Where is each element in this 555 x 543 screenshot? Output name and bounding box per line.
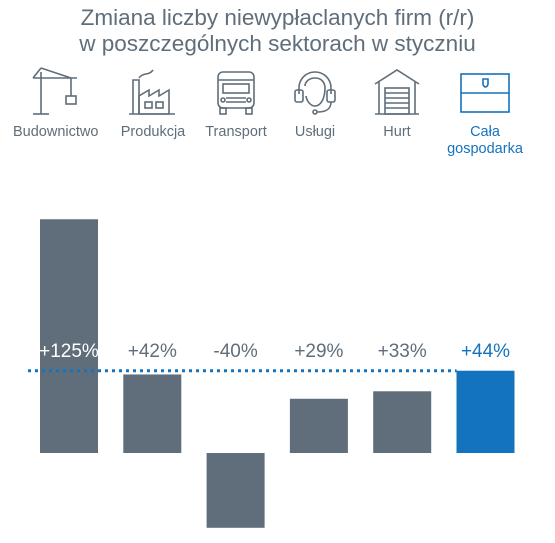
sector-produkcja: Produkcja [111, 66, 195, 141]
chart-title: Zmiana liczby niewypłaclanych firm (r/r)… [0, 5, 555, 57]
sector-uslugi: Usługi [273, 66, 357, 141]
bar-3 [289, 398, 348, 453]
bar-5 [456, 370, 515, 453]
bar-1 [123, 374, 182, 453]
data-label-2: -40% [213, 341, 257, 362]
data-label-0: +125% [39, 341, 99, 362]
data-label-5: +44% [461, 341, 510, 362]
truck-icon [217, 71, 255, 115]
sector-legend: Budownictwo Produkcja Transport [0, 66, 555, 176]
sector-label: Usługi [294, 124, 336, 140]
data-label-1: +42% [128, 341, 177, 362]
bar-4 [373, 391, 432, 453]
sector-transport: Transport [194, 66, 278, 141]
data-label-4: +33% [378, 341, 427, 362]
sector-hurt: Hurt [355, 66, 439, 141]
title-line-2: w poszczególnych sektorach w styczniu [79, 31, 476, 56]
factory-icon [129, 69, 175, 115]
bar-2 [206, 453, 265, 528]
sector-label: Hurt [383, 124, 411, 140]
bar-0 [40, 219, 98, 453]
crane-icon [32, 67, 77, 115]
sector-budownictwo: Budownictwo [13, 66, 99, 141]
data-label-3: +29% [294, 341, 343, 362]
sector-label: Transport [205, 124, 267, 140]
sector-label: Produkcja [120, 124, 186, 140]
sector-label: Cała gospodarka [447, 124, 523, 157]
title-line-1: Zmiana liczby niewypłaclanych firm (r/r) [80, 5, 475, 30]
flag-icon [460, 73, 510, 113]
headset-icon [294, 71, 336, 115]
sector-label: Budownictwo [13, 124, 99, 140]
sector-cala-gospodarka: Cała gospodarka [443, 66, 527, 158]
warehouse-icon [374, 69, 420, 115]
